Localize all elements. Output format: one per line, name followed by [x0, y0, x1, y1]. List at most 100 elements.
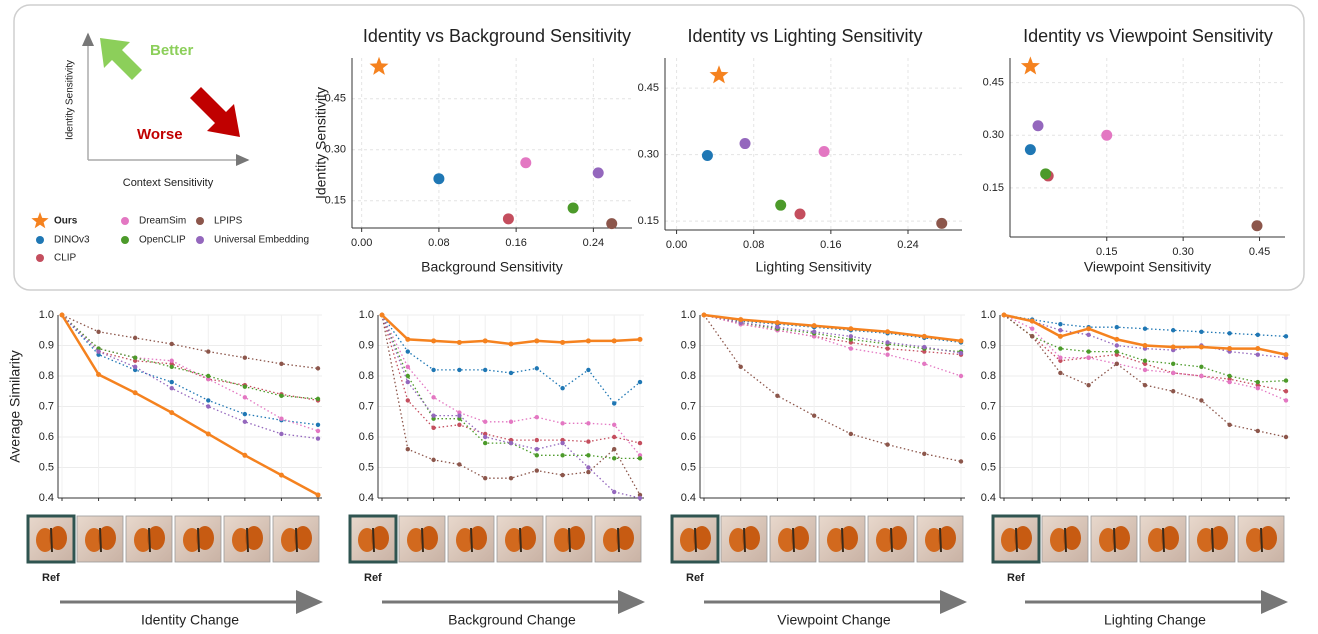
thumbnail-body — [1212, 528, 1213, 552]
point — [885, 442, 889, 446]
point — [959, 374, 963, 378]
point — [279, 362, 283, 366]
point — [316, 492, 321, 497]
thumbnail-body — [247, 528, 248, 552]
point — [1284, 378, 1288, 382]
x-tick-label: 0.08 — [428, 237, 449, 249]
point — [60, 313, 65, 318]
thumbnail — [1238, 516, 1284, 562]
y-tick-label: 0.4 — [39, 492, 54, 504]
point — [612, 447, 616, 451]
point — [431, 338, 436, 343]
point — [242, 453, 247, 458]
point — [243, 395, 247, 399]
point — [739, 365, 743, 369]
figure: Identity Sensitivity Context Sensitivity… — [0, 0, 1318, 634]
point — [1251, 220, 1262, 231]
y-tick-label: 0.8 — [359, 370, 374, 382]
legend-label: DINOv3 — [54, 235, 90, 246]
point — [586, 368, 590, 372]
thumbnail — [224, 516, 270, 562]
point — [1114, 337, 1119, 342]
point — [1227, 331, 1231, 335]
y-tick-label: 0.4 — [359, 492, 374, 504]
thumbnail-body — [842, 528, 843, 552]
thumbnail — [595, 516, 641, 562]
y-tick-label: 1.0 — [39, 309, 54, 321]
thumbnail-body — [793, 528, 794, 552]
y-tick-label: 0.8 — [981, 370, 996, 382]
point — [1284, 389, 1288, 393]
point — [483, 368, 487, 372]
point — [431, 368, 435, 372]
point — [959, 459, 963, 463]
y-tick-label: 0.6 — [359, 431, 374, 443]
x-tick-label: 0.16 — [505, 237, 526, 249]
y-tick-label: 0.5 — [39, 461, 54, 473]
y-tick-label: 0.5 — [981, 461, 996, 473]
y-tick-label: 0.8 — [681, 370, 696, 382]
point — [795, 209, 806, 220]
point — [1115, 343, 1119, 347]
x-tick-label: 0.00 — [351, 237, 372, 249]
point — [170, 380, 174, 384]
point — [483, 420, 487, 424]
chart-title: Identity vs Viewpoint Sensitivity — [1023, 26, 1273, 46]
point — [638, 441, 642, 445]
point — [431, 458, 435, 462]
point — [170, 365, 174, 369]
point — [316, 397, 320, 401]
y-tick-label: 0.5 — [359, 461, 374, 473]
y-tick-label: 0.4 — [681, 492, 696, 504]
point — [586, 421, 590, 425]
point — [1284, 398, 1288, 402]
point — [738, 317, 743, 322]
point — [560, 453, 564, 457]
y-tick-label: 0.9 — [981, 339, 996, 351]
thumbnail-body — [100, 528, 101, 552]
y-tick-label: 0.7 — [981, 400, 996, 412]
point — [457, 462, 461, 466]
point — [279, 432, 283, 436]
y-tick-label: 0.8 — [39, 370, 54, 382]
series-line — [62, 315, 318, 399]
point — [1171, 389, 1175, 393]
point — [206, 349, 210, 353]
y-tick-label: 0.4 — [981, 492, 996, 504]
point — [206, 404, 210, 408]
point — [1033, 120, 1044, 131]
thumbnail — [77, 516, 123, 562]
point — [431, 426, 435, 430]
point — [316, 366, 320, 370]
point — [885, 329, 890, 334]
point — [568, 202, 579, 213]
thumbnail — [770, 516, 816, 562]
point — [370, 57, 389, 75]
point — [638, 496, 642, 500]
point — [560, 421, 564, 425]
y-tick-label: 0.15 — [983, 182, 1004, 194]
point — [1058, 371, 1062, 375]
point — [710, 65, 729, 83]
point — [483, 441, 487, 445]
point — [959, 351, 963, 355]
point — [503, 213, 514, 224]
series-line — [62, 315, 318, 368]
thumbnail — [993, 516, 1039, 562]
y-tick-label: 0.9 — [359, 339, 374, 351]
point — [812, 323, 817, 328]
point — [612, 338, 617, 343]
point — [849, 334, 853, 338]
thumbnail — [546, 516, 592, 562]
point — [406, 398, 410, 402]
point — [509, 371, 513, 375]
point — [638, 337, 643, 342]
point — [1199, 398, 1203, 402]
chart-title: Identity vs Background Sensitivity — [363, 26, 631, 46]
thumbnail-body — [569, 528, 570, 552]
x-axis-label: Lighting Sensitivity — [756, 259, 872, 275]
point — [509, 420, 513, 424]
point — [133, 336, 137, 340]
thumbnail — [1091, 516, 1137, 562]
point — [133, 356, 137, 360]
